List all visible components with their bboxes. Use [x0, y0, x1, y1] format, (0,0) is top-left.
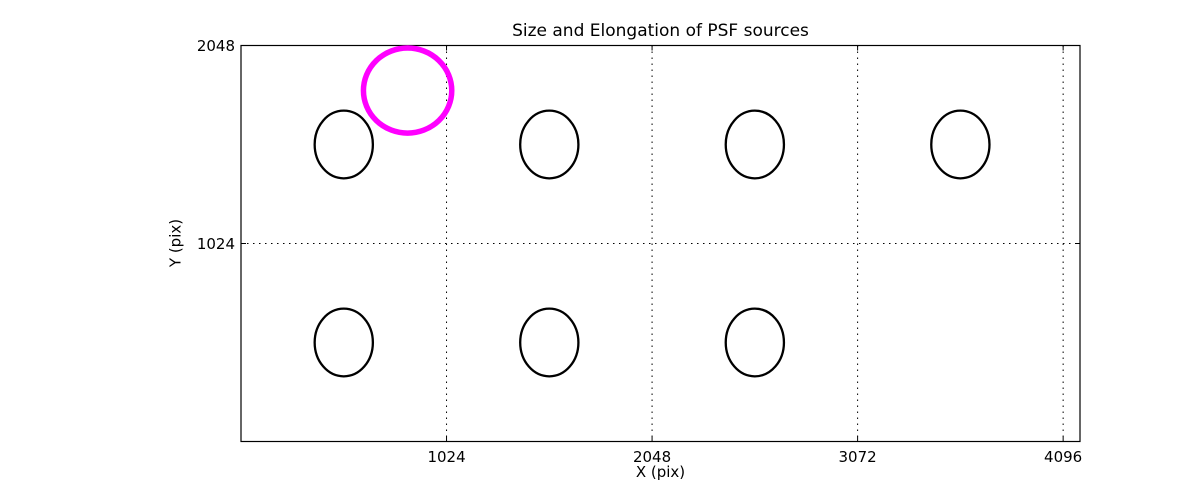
- x-tick-label-1024: 1024: [427, 447, 466, 466]
- x-tick-label-4096: 4096: [1044, 447, 1083, 466]
- psf-ellipse: [519, 307, 580, 378]
- chart-title: Size and Elongation of PSF sources: [512, 21, 809, 41]
- y-tick-label-2048: 2048: [196, 36, 235, 55]
- psf-ellipse: [724, 109, 786, 180]
- x-axis-label: X (pix): [635, 463, 686, 481]
- x-tick-label-3072: 3072: [838, 447, 877, 466]
- psf-ellipse: [313, 307, 375, 378]
- psf-ellipse: [930, 109, 991, 180]
- highlighted-psf-ellipse: [360, 45, 455, 136]
- plot-border: [240, 44, 1081, 443]
- psf-ellipse: [519, 109, 580, 180]
- psf-ellipse: [724, 307, 786, 378]
- y-tick-label-1024: 1024: [196, 234, 235, 253]
- psf-ellipse: [313, 109, 375, 180]
- x-tick-label-2048: 2048: [632, 447, 672, 466]
